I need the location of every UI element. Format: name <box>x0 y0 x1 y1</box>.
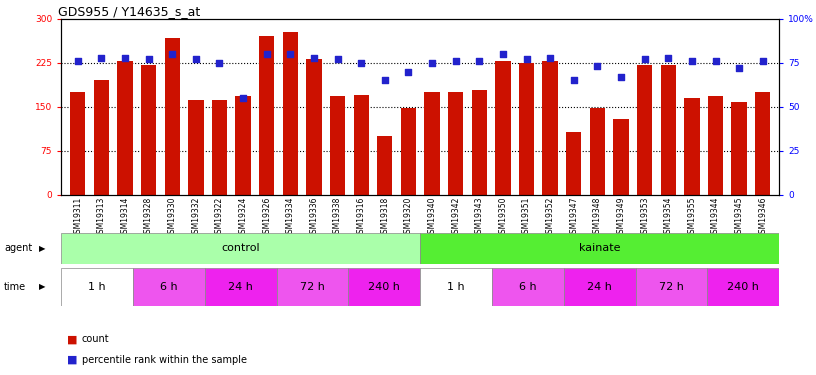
Point <box>449 58 462 64</box>
Bar <box>259 36 274 195</box>
Text: agent: agent <box>4 243 33 254</box>
Bar <box>141 64 157 195</box>
Bar <box>637 64 652 195</box>
Bar <box>472 90 487 195</box>
Point <box>260 51 273 57</box>
Point <box>685 58 698 64</box>
Point <box>591 63 604 69</box>
Point <box>379 78 392 84</box>
Bar <box>707 268 779 306</box>
Bar <box>118 61 133 195</box>
Bar <box>590 108 605 195</box>
Bar <box>401 108 416 195</box>
Point <box>237 95 250 101</box>
Bar <box>70 92 86 195</box>
Text: 24 h: 24 h <box>228 282 253 292</box>
Bar <box>707 96 723 195</box>
Point <box>756 58 769 64</box>
Text: 6 h: 6 h <box>519 282 537 292</box>
Bar <box>420 268 492 306</box>
Text: 72 h: 72 h <box>659 282 684 292</box>
Bar <box>543 61 558 195</box>
Bar <box>519 63 534 195</box>
Text: ■: ■ <box>67 334 78 344</box>
Text: percentile rank within the sample: percentile rank within the sample <box>82 355 246 365</box>
Point <box>638 56 651 62</box>
Bar <box>277 268 348 306</box>
Bar <box>212 100 227 195</box>
Bar <box>448 92 463 195</box>
Point <box>71 58 84 64</box>
Point <box>425 60 438 66</box>
Bar <box>564 268 636 306</box>
Text: ▶: ▶ <box>39 244 46 253</box>
Point <box>520 56 533 62</box>
Text: count: count <box>82 334 109 344</box>
Text: 24 h: 24 h <box>588 282 612 292</box>
Bar <box>661 64 676 195</box>
Point <box>543 54 557 60</box>
Text: time: time <box>4 282 26 292</box>
Text: 1 h: 1 h <box>88 282 106 292</box>
Bar <box>205 268 277 306</box>
Point <box>166 51 179 57</box>
Text: 240 h: 240 h <box>368 282 401 292</box>
Text: GDS955 / Y14635_s_at: GDS955 / Y14635_s_at <box>58 4 200 18</box>
Point <box>95 54 108 60</box>
Bar <box>636 268 707 306</box>
Point <box>709 58 722 64</box>
Point <box>308 54 321 60</box>
Point <box>118 54 131 60</box>
Bar <box>306 59 322 195</box>
Text: 240 h: 240 h <box>727 282 760 292</box>
Point <box>355 60 368 66</box>
Bar <box>282 32 298 195</box>
Bar <box>684 98 699 195</box>
Bar <box>235 96 251 195</box>
Bar <box>353 95 369 195</box>
Bar <box>61 268 133 306</box>
Bar <box>755 92 770 195</box>
Point <box>189 56 202 62</box>
Point <box>614 74 628 80</box>
Point <box>213 60 226 66</box>
Point <box>472 58 486 64</box>
Text: 1 h: 1 h <box>447 282 465 292</box>
Point <box>733 65 746 71</box>
Point <box>284 51 297 57</box>
Point <box>567 78 580 84</box>
Bar <box>566 132 582 195</box>
Point <box>142 56 155 62</box>
Bar <box>165 38 180 195</box>
Bar <box>94 81 109 195</box>
Text: ■: ■ <box>67 355 78 365</box>
Bar <box>424 92 440 195</box>
Bar <box>731 102 747 195</box>
Bar <box>348 268 420 306</box>
Point <box>402 69 415 75</box>
Text: ▶: ▶ <box>39 282 46 291</box>
Bar <box>420 232 779 264</box>
Bar <box>495 61 511 195</box>
Text: 72 h: 72 h <box>300 282 325 292</box>
Bar <box>614 118 628 195</box>
Bar <box>188 100 203 195</box>
Point <box>496 51 509 57</box>
Bar <box>330 96 345 195</box>
Bar <box>61 232 420 264</box>
Bar <box>133 268 205 306</box>
Point <box>662 54 675 60</box>
Text: 6 h: 6 h <box>160 282 178 292</box>
Bar <box>377 136 392 195</box>
Text: control: control <box>221 243 260 254</box>
Text: kainate: kainate <box>579 243 620 254</box>
Bar <box>492 268 564 306</box>
Point <box>331 56 344 62</box>
